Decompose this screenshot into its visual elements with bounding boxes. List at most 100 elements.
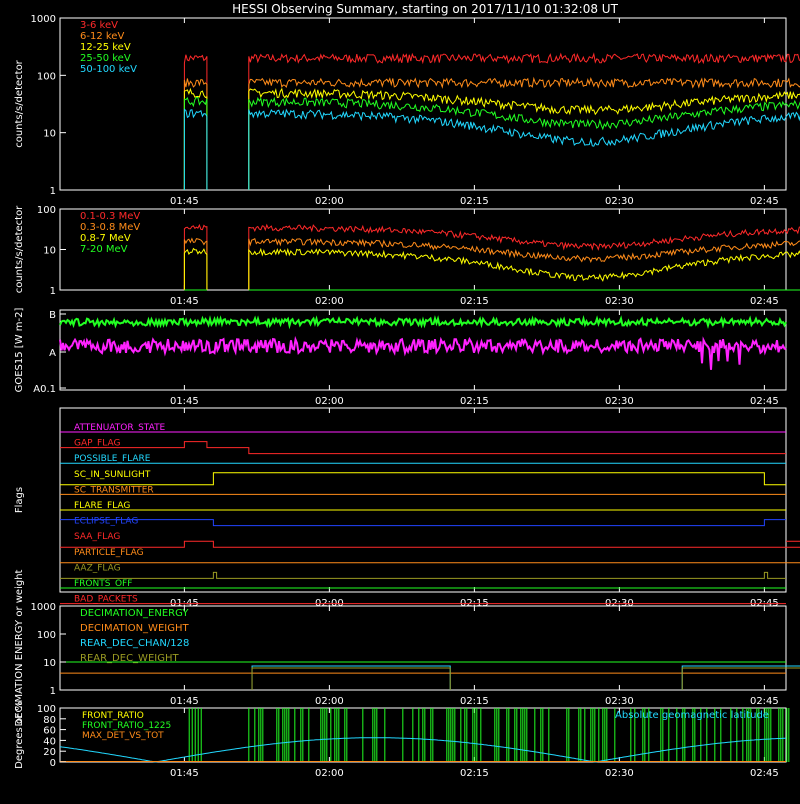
decimation-panel-xtick-label: 02:00 xyxy=(315,696,344,707)
flags-panel-flag-line-8 xyxy=(60,562,800,564)
rates-low-panel-series-2-segment-1 xyxy=(248,87,800,191)
ratios-panel-ytick-label: 80 xyxy=(43,715,56,726)
rates-low-panel-series-3-segment-0 xyxy=(183,97,208,191)
goes-panel-series-0 xyxy=(59,315,787,330)
rates-low-panel-series-1-segment-0 xyxy=(183,78,208,191)
decimation-panel-xtick-label: 01:45 xyxy=(170,696,199,707)
decimation-panel-legend-1: DECIMATION_WEIGHT xyxy=(80,623,189,634)
rates-low-panel-series-3-segment-1 xyxy=(248,96,800,191)
rates-low-panel-xtick-label: 02:45 xyxy=(750,196,779,207)
decimation-panel-rear-weight-1 xyxy=(681,667,800,690)
decimation-panel-frame xyxy=(59,605,787,691)
rates-low-panel-legend-0: 3-6 keV xyxy=(80,20,118,31)
ratios-panel-ytick-label: 40 xyxy=(43,736,56,747)
goes-panel-ytick-label: A0.1 xyxy=(33,384,56,395)
decimation-panel-xtick-label: 02:30 xyxy=(605,696,634,707)
ratios-panel-legend-2: MAX_DET_VS_TOT xyxy=(82,731,164,741)
rates-high-panel-ylabel: counts/s/detector xyxy=(14,205,25,293)
ratios-panel-ytick-label: 60 xyxy=(43,726,56,737)
flags-panel-flag-label-10: FRONTS_OFF xyxy=(74,579,132,589)
decimation-panel-ytick-label: 1 xyxy=(50,686,56,697)
rates-low-panel-frame xyxy=(59,17,787,191)
rates-high-panel-legend-2: 0.8-7 MeV xyxy=(80,233,131,244)
ratios-panel-xtick-label: 02:45 xyxy=(750,768,779,779)
goes-panel-xtick-label: 02:45 xyxy=(750,396,779,407)
rates-high-panel-xtick-label: 02:15 xyxy=(460,296,489,307)
flags-panel-flag-label-8: PARTICLE_FLAG xyxy=(74,548,144,558)
decimation-panel-xtick-label: 02:15 xyxy=(460,696,489,707)
ratios-panel-ytick-label: 100 xyxy=(37,704,56,715)
rates-low-panel-xtick-label: 01:45 xyxy=(170,196,199,207)
decimation-panel-ytick-label: 10 xyxy=(43,658,56,669)
rates-low-panel-legend-4: 50-100 keV xyxy=(80,64,137,75)
decimation-panel-rear-box-0 xyxy=(251,665,451,690)
rates-high-panel-legend-0: 0.1-0.3 MeV xyxy=(80,211,140,222)
flags-panel-flag-label-11: BAD_PACKETS xyxy=(74,595,138,605)
rates-high-panel-xtick-label: 02:00 xyxy=(315,296,344,307)
rates-high-panel-series-0-segment-0 xyxy=(183,223,208,291)
rates-low-panel-series-0-segment-1 xyxy=(248,52,800,191)
flags-panel-frame xyxy=(59,407,787,593)
rates-low-panel-series-2-segment-0 xyxy=(183,87,208,191)
rates-low-panel-xtick-label: 02:15 xyxy=(460,196,489,207)
rates-low-panel-xtick-label: 02:00 xyxy=(315,196,344,207)
goes-panel-xtick-label: 02:30 xyxy=(605,396,634,407)
ratios-panel-ylabel: Degrees or % xyxy=(14,701,25,769)
decimation-panel-ylabel: DECIMATION ENERGY or weight xyxy=(14,569,25,726)
goes-panel-frame xyxy=(59,309,787,391)
decimation-panel-legend-2: REAR_DEC_CHAN/128 xyxy=(80,638,189,649)
flags-panel-flag-label-0: ATTENUATOR_STATE xyxy=(74,423,166,433)
rates-high-panel-xtick-label: 01:45 xyxy=(170,296,199,307)
goes-panel-xtick-label: 02:00 xyxy=(315,396,344,407)
rates-low-panel-ytick-label: 1000 xyxy=(31,14,56,25)
rates-low-panel-legend-1: 6-12 keV xyxy=(80,31,124,42)
ratios-panel-geomag-latitude-line xyxy=(59,737,787,763)
rates-low-panel-series-0-segment-0 xyxy=(183,54,208,191)
rates-low-panel-ylabel: counts/s/detector xyxy=(14,59,25,147)
decimation-panel-rear-weight-0 xyxy=(251,667,451,690)
ratios-panel-legend-0: FRONT_RATIO xyxy=(82,711,144,721)
rates-low-panel-ytick-label: 10 xyxy=(43,129,56,140)
rates-high-panel-ytick-label: 100 xyxy=(37,205,56,216)
goes-panel-xtick-label: 02:15 xyxy=(460,396,489,407)
rates-high-panel-series-2-segment-1 xyxy=(248,247,800,291)
rates-low-panel-series-4-segment-0 xyxy=(183,108,208,191)
flags-panel-flag-line-1 xyxy=(60,441,786,455)
flags-panel-flag-label-2: POSSIBLE_FLARE xyxy=(74,454,151,464)
flags-panel-flag-label-3: SC_IN_SUNLIGHT xyxy=(74,470,151,480)
rates-low-panel-ytick-label: 1 xyxy=(50,186,56,197)
flags-panel-flag-line-9 xyxy=(60,571,786,579)
rates-low-panel-series-1-segment-1 xyxy=(248,76,800,191)
flags-panel-flag-label-4: SC_TRANSMITTER xyxy=(74,485,154,495)
decimation-panel-ytick-label: 100 xyxy=(37,630,56,641)
rates-high-panel-series-1-segment-1 xyxy=(248,237,800,291)
rates-high-panel-xtick-label: 02:45 xyxy=(750,296,779,307)
ratios-panel-xtick-label: 02:00 xyxy=(315,768,344,779)
goes-panel-ytick-label: A xyxy=(49,348,56,359)
ratios-panel-legend-1: FRONT_RATIO_1225 xyxy=(82,721,171,731)
ratios-panel-legend-3: Absolute geomagnetic latitude xyxy=(615,710,769,721)
ratios-panel-xtick-label: 01:45 xyxy=(170,768,199,779)
goes-panel-ylabel: GOES15 [W m-2] xyxy=(14,308,25,393)
ratios-panel-xtick-label: 02:30 xyxy=(605,768,634,779)
rates-low-panel-legend-3: 25-50 keV xyxy=(80,53,131,64)
decimation-panel-xtick-label: 02:45 xyxy=(750,696,779,707)
decimation-panel-legend-0: DECIMATION_ENERGY xyxy=(80,608,189,619)
decimation-panel-rear-box-1 xyxy=(681,665,800,690)
rates-high-panel-ytick-label: 1 xyxy=(50,286,56,297)
goes-panel-series-1 xyxy=(59,335,787,370)
rates-low-panel-ytick-label: 100 xyxy=(37,71,56,82)
rates-low-panel-series-4-segment-1 xyxy=(248,108,800,191)
goes-panel-xtick-label: 01:45 xyxy=(170,396,199,407)
flags-panel-flag-label-6: ECLIPSE_FLAG xyxy=(74,517,138,527)
ratios-panel-xtick-label: 02:15 xyxy=(460,768,489,779)
flags-panel-flag-line-7 xyxy=(60,540,800,548)
rates-high-panel-xtick-label: 02:30 xyxy=(605,296,634,307)
flags-panel-ylabel: Flags xyxy=(14,487,25,513)
flags-panel-flag-line-6 xyxy=(60,519,786,527)
goes-panel-ytick-label: B xyxy=(49,310,56,321)
ratios-panel-ytick-label: 0 xyxy=(50,758,56,769)
rates-high-panel-series-1-segment-0 xyxy=(183,237,208,291)
